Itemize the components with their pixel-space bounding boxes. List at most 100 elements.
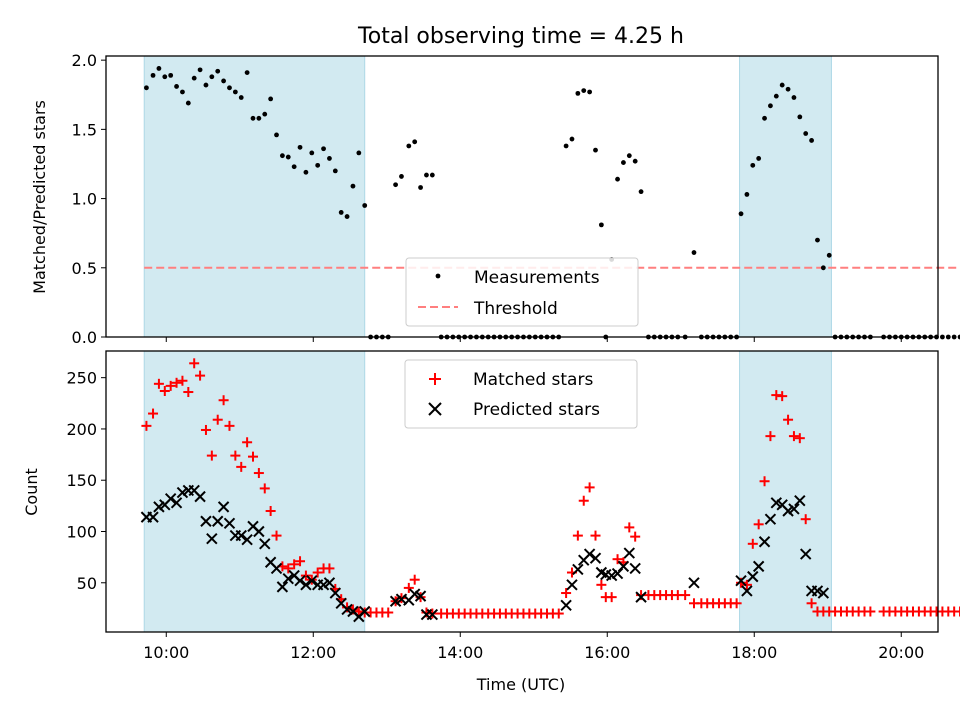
predicted-star-point <box>635 591 647 603</box>
matched-star-point <box>572 530 583 541</box>
measurement-point <box>197 67 203 73</box>
matched-star-point <box>141 420 152 431</box>
top-axes-frame <box>105 55 939 338</box>
matched-star-point <box>224 420 235 431</box>
predicted-star-point <box>217 501 230 513</box>
measurement-point <box>238 95 244 100</box>
predicted-star-point <box>206 532 218 545</box>
matched-star-point <box>383 607 394 618</box>
matched-star-point <box>206 450 217 461</box>
measurement-point <box>168 72 174 78</box>
matched-star-point <box>624 522 635 533</box>
measurement-point <box>203 82 209 88</box>
bottom-y-axis-label: Count <box>22 468 41 516</box>
x-tick-label: 12:00 <box>290 643 336 662</box>
predicted-star-point <box>194 490 206 503</box>
legend-predicted-label: Predicted stars <box>473 400 600 420</box>
measurement-point <box>362 203 368 208</box>
matched-star-point <box>195 370 206 381</box>
matched-star-point <box>788 431 799 442</box>
measurement-point <box>803 131 809 136</box>
predicted-star-point <box>170 497 183 509</box>
measurement-point <box>691 250 697 255</box>
y-tick-label: 0.5 <box>72 259 97 278</box>
measurement-point <box>350 183 356 189</box>
measurement-point <box>209 74 215 80</box>
top-panel: 0.00.51.01.52.0 Matched/Predicted stars … <box>30 51 960 347</box>
measurement-point <box>744 192 750 197</box>
measurement-point <box>750 162 756 168</box>
predicted-star-point <box>688 577 700 589</box>
measurement-point <box>393 182 398 188</box>
predicted-star-point <box>200 515 212 527</box>
y-tick-label: 50 <box>77 574 97 593</box>
matched-star-point <box>955 606 960 617</box>
predicted-star-point <box>741 585 753 597</box>
x-tick-label: 14:00 <box>437 643 483 662</box>
matched-star-point <box>259 483 270 494</box>
matched-star-point <box>759 476 770 487</box>
matched-star-point <box>553 608 564 619</box>
matched-star-point <box>295 556 306 567</box>
predicted-star-point <box>223 517 236 529</box>
measurement-point <box>826 252 832 258</box>
y-tick-label: 2.0 <box>72 51 97 70</box>
measurement-point <box>791 95 797 100</box>
predicted-star-point <box>270 562 283 575</box>
measurement-point <box>303 169 309 175</box>
matched-star-point <box>741 579 752 590</box>
predicted-star-point <box>566 579 578 591</box>
measurement-point <box>227 85 232 91</box>
predicted-star-point <box>788 503 800 515</box>
measurement-point <box>150 72 156 78</box>
matched-star-point <box>159 385 170 396</box>
matched-star-point <box>165 380 176 391</box>
predicted-star-point <box>241 533 253 546</box>
matched-star-point <box>312 567 323 578</box>
predicted-star-point <box>589 552 602 564</box>
matched-star-point <box>578 495 589 506</box>
measurement-point <box>575 90 581 96</box>
measurement-point <box>615 176 620 182</box>
predicted-star-point <box>426 608 439 621</box>
legend-matched-label: Matched stars <box>473 370 593 390</box>
legend-predicted-marker <box>428 402 442 416</box>
measurement-point <box>418 185 423 190</box>
y-tick-label: 100 <box>66 522 97 541</box>
measurement-point <box>156 66 162 71</box>
measurement-point <box>809 138 814 143</box>
predicted-star-point <box>764 513 777 525</box>
measurement-point <box>162 74 168 80</box>
predicted-star-point <box>747 570 759 583</box>
matched-star-point <box>183 387 194 398</box>
measurement-point <box>399 174 404 179</box>
predicted-star-point <box>359 605 371 618</box>
matched-star-point <box>218 395 229 406</box>
matched-star-point <box>403 582 414 593</box>
legend-threshold-label: Threshold <box>473 299 558 319</box>
chart-title: Total observing time = 4.25 h <box>357 24 684 49</box>
matched-star-point <box>271 530 282 541</box>
top-y-axis-label: Matched/Predicted stars <box>30 100 49 294</box>
measurement-point <box>773 93 779 99</box>
measurement-point <box>406 143 412 149</box>
predicted-star-point <box>259 538 271 550</box>
predicted-star-point <box>306 575 318 587</box>
predicted-star-point <box>253 525 265 538</box>
predicted-star-point <box>212 515 224 527</box>
measurement-point <box>215 68 221 74</box>
measurement-point <box>756 156 762 161</box>
x-tick-label: 16:00 <box>584 643 630 662</box>
measurement-point <box>797 114 803 120</box>
predicted-star-point <box>282 572 294 585</box>
measurement-point <box>429 172 435 178</box>
measurement-point <box>738 211 744 217</box>
measurement-point <box>820 265 826 271</box>
predicted-star-point <box>817 587 830 599</box>
matched-star-point <box>783 414 794 425</box>
y-tick-label: 1.5 <box>72 120 97 139</box>
matched-star-point <box>148 408 159 419</box>
matched-star-point <box>771 390 782 401</box>
measurement-point <box>174 84 179 89</box>
matched-star-point <box>865 606 876 617</box>
